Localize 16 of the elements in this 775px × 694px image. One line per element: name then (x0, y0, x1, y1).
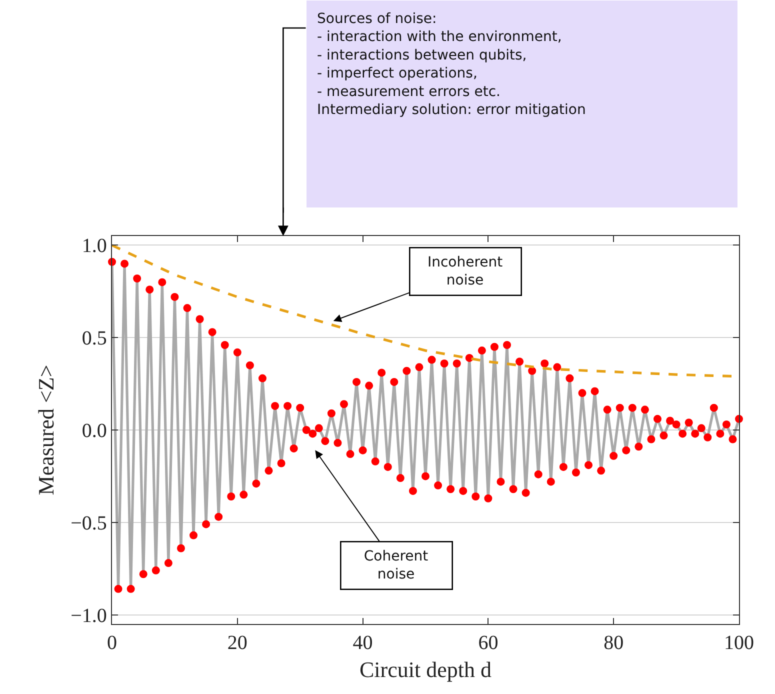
y-tick-label: 0.5 (82, 328, 107, 350)
x-tick-label: 20 (227, 632, 248, 654)
x-axis-title: Circuit depth d (360, 657, 492, 682)
source-note: Sources of noise: - interaction with the environment, - interactions between qubits, - imperfect operations, - measurement errors etc. Intermediary solution: error mitigation (317, 11, 586, 118)
y-tick-label: −0.5 (70, 512, 107, 534)
x-tick-label: 80 (604, 632, 624, 654)
y-tick-label: 1.0 (82, 235, 107, 258)
x-tick-label: 0 (107, 632, 117, 654)
annotation: Incoherent noise (427, 254, 504, 288)
y-tick-label: 0.0 (82, 420, 107, 442)
x-tick-label: 100 (724, 632, 754, 654)
x-tick-label: 40 (352, 632, 373, 654)
y-axis-title: Measured <Z> (33, 364, 58, 496)
annotation: Coherent noise (364, 548, 429, 582)
x-tick-label: 60 (478, 632, 498, 654)
y-tick-label: −1.0 (70, 604, 107, 627)
